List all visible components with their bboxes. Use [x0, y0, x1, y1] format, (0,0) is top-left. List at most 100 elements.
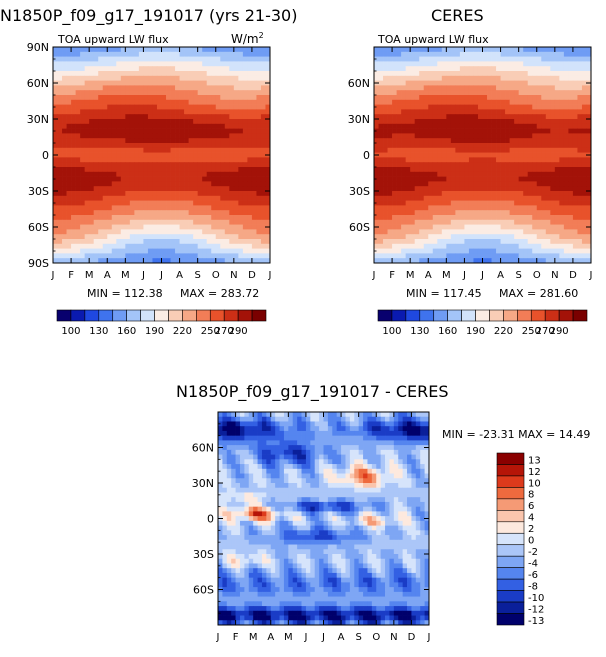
ceres-field-cell — [464, 138, 469, 143]
ceres-field-cell — [383, 234, 388, 239]
model-field-cell — [238, 109, 243, 114]
ceres-field-cell — [496, 205, 501, 210]
model-field-cell — [162, 119, 167, 124]
model-field-cell — [53, 196, 58, 201]
ceres-field-cell — [455, 143, 460, 148]
ceres-field-cell — [519, 239, 524, 244]
model-field-cell — [76, 220, 81, 225]
ceres-field-cell — [492, 244, 497, 249]
model-field-cell — [234, 124, 239, 129]
model-field-cell — [58, 225, 63, 230]
ceres-field-cell — [510, 196, 515, 201]
diff-field-cell — [297, 412, 302, 417]
model-field-cell — [166, 162, 171, 167]
model-field-cell — [125, 196, 130, 201]
model-field-cell — [53, 100, 58, 105]
ceres-field-cell — [564, 61, 569, 66]
ceres-field-cell — [419, 249, 424, 254]
ceres-field-cell — [473, 157, 478, 162]
model-field-cell — [139, 244, 144, 249]
model-field-cell — [58, 95, 63, 100]
ceres-field-cell — [424, 66, 429, 71]
model-field-cell — [85, 66, 90, 71]
diff-field-cell — [385, 450, 390, 455]
diff-field-cell — [345, 421, 350, 426]
ceres-field-cell — [406, 181, 411, 186]
ceres-field-cell — [532, 162, 537, 167]
ceres-field-cell — [406, 234, 411, 239]
ceres-field-cell — [419, 95, 424, 100]
model-field-cell — [252, 47, 257, 52]
model-field-cell — [103, 157, 108, 162]
ceres-field-cell — [537, 133, 542, 138]
model-field-cell — [256, 244, 261, 249]
diff-field-cell — [240, 450, 245, 455]
model-field-cell — [134, 215, 139, 220]
model-field-cell — [80, 157, 85, 162]
panel-ceres-field — [374, 47, 591, 263]
ceres-field-cell — [401, 172, 406, 177]
ceres-field-cell — [514, 100, 519, 105]
ceres-field-cell — [573, 114, 578, 119]
model-field-cell — [121, 205, 126, 210]
diff-field-cell — [275, 421, 280, 426]
model-field-cell — [202, 105, 207, 110]
model-field-cell — [256, 57, 261, 62]
model-field-cell — [103, 249, 108, 254]
ceres-field-cell — [573, 249, 578, 254]
ceres-field-cell — [437, 249, 442, 254]
ceres-field-cell — [410, 66, 415, 71]
ceres-field-cell — [469, 249, 474, 254]
ceres-field-cell — [455, 157, 460, 162]
diff-field-cell — [341, 426, 346, 431]
diff-field-cell — [218, 417, 223, 422]
ceres-field-cell — [469, 205, 474, 210]
model-field-cell — [261, 162, 266, 167]
model-field-cell — [220, 143, 225, 148]
diff-field-cell — [376, 436, 381, 441]
ceres-field-cell — [374, 133, 379, 138]
model-field-cell — [80, 177, 85, 182]
diff-field-cell — [411, 436, 416, 441]
ceres-field-cell — [564, 196, 569, 201]
model-field-cell — [157, 119, 162, 124]
model-field-cell — [112, 249, 117, 254]
model-field-cell — [134, 181, 139, 186]
diff-field-cell — [306, 421, 311, 426]
ceres-colorbar-swatch — [531, 310, 545, 321]
model-field-cell — [130, 119, 135, 124]
ceres-field-cell — [406, 215, 411, 220]
model-field-cell — [229, 210, 234, 215]
model-field-cell — [58, 85, 63, 90]
model-field-cell — [58, 253, 63, 258]
ceres-field-cell — [388, 196, 393, 201]
diff-field-cell — [271, 436, 276, 441]
ceres-field-cell — [483, 229, 488, 234]
ceres-field-cell — [397, 119, 402, 124]
ceres-field-cell — [379, 61, 384, 66]
ceres-field-cell — [397, 124, 402, 129]
diff-field-cell — [398, 445, 403, 450]
model-field-cell — [216, 61, 221, 66]
diff-field-cell — [345, 450, 350, 455]
ceres-field-cell — [460, 133, 465, 138]
diff-field-cell — [222, 445, 227, 450]
ceres-field-cell — [397, 100, 402, 105]
ceres-field-cell — [437, 210, 442, 215]
ceres-field-cell — [492, 157, 497, 162]
model-field-cell — [143, 138, 148, 143]
model-field-cell — [125, 225, 130, 230]
diff-field-cell — [324, 426, 329, 431]
model-field-cell — [62, 109, 67, 114]
model-field-cell — [198, 253, 203, 258]
model-field-cell — [85, 181, 90, 186]
model-field-cell — [175, 177, 180, 182]
model-field-cell — [76, 148, 81, 153]
model-field-cell — [162, 138, 167, 143]
model-field-cell — [98, 119, 103, 124]
model-field-cell — [193, 205, 198, 210]
ceres-field-cell — [501, 114, 506, 119]
model-field-cell — [171, 215, 176, 220]
model-field-cell — [116, 181, 121, 186]
model-field-cell — [157, 109, 162, 114]
